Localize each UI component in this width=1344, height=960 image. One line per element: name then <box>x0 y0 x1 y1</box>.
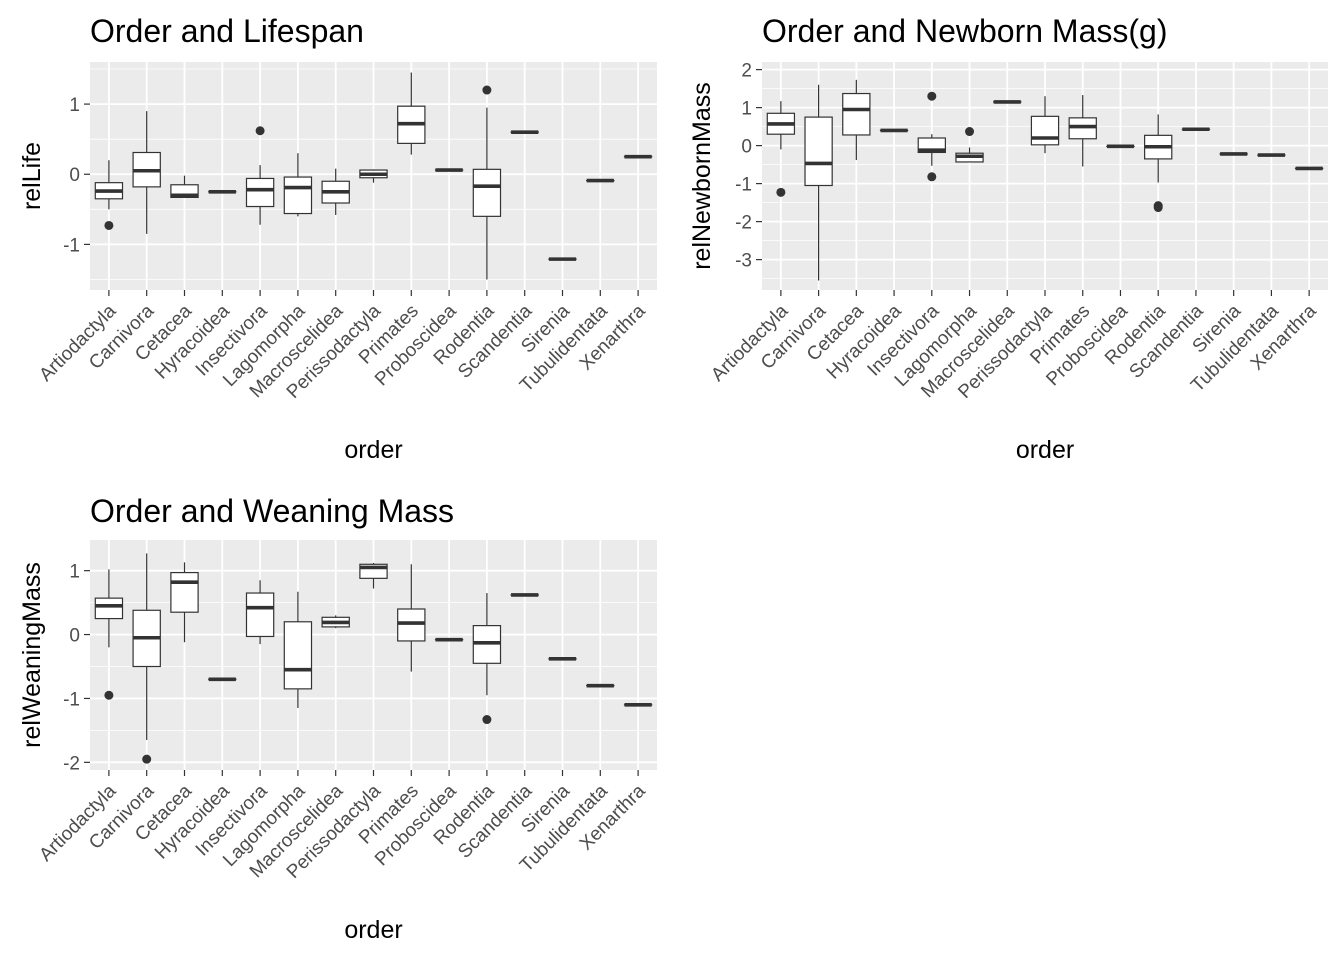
box-iqr <box>245 592 275 638</box>
lifespan-chart: -101ArtiodactylaCarnivoraCetaceaHyracoid… <box>18 13 657 464</box>
newborn-box-perissodactyla <box>1030 96 1060 154</box>
lifespan-box-primates <box>397 72 426 155</box>
outlier-point <box>927 172 937 182</box>
newborn-x-axis-title: order <box>1016 436 1074 464</box>
lifespan-box-carnivora <box>132 111 161 234</box>
weaning-box-artiodactyla <box>94 569 124 700</box>
newborn-chart-title: Order and Newborn Mass(g) <box>762 13 1167 49</box>
box-iqr <box>804 116 833 187</box>
box-iqr <box>842 92 871 136</box>
outlier-point <box>1153 203 1163 213</box>
newborn-box-rodentia <box>1144 114 1173 213</box>
newborn-y-tick-label: -2 <box>735 213 752 234</box>
lifespan-y-axis-title: relLife <box>18 142 46 210</box>
lifespan-box-rodentia <box>472 85 502 280</box>
outlier-point <box>142 754 152 764</box>
lifespan-x-axis-title: order <box>344 436 402 464</box>
weaning-box-lagomorpha <box>283 591 313 709</box>
lifespan-box-perissodactyla <box>359 169 388 183</box>
lifespan-box-insectivora <box>245 126 275 225</box>
weaning-box-carnivora <box>132 553 161 764</box>
weaning-chart: -2-101ArtiodactylaCarnivoraCetaceaHyraco… <box>18 493 657 944</box>
box-iqr <box>1030 115 1060 146</box>
box-iqr <box>94 597 124 620</box>
weaning-box-perissodactyla <box>359 563 388 589</box>
newborn-box-primates <box>1068 95 1097 167</box>
weaning-y-axis-title: relWeaningMass <box>18 562 46 748</box>
weaning-y-tick-label: -1 <box>63 689 80 710</box>
box-iqr <box>170 571 199 613</box>
outlier-point <box>482 715 492 725</box>
outlier-point <box>776 187 786 197</box>
box-iqr <box>283 176 313 215</box>
outlier-point <box>927 91 937 101</box>
weaning-box-primates <box>397 564 426 672</box>
weaning-y-tick-label: -2 <box>63 753 80 774</box>
weaning-box-cetacea <box>170 562 199 643</box>
newborn-y-tick-label: -1 <box>735 175 752 196</box>
outlier-point <box>104 690 114 700</box>
newborn-y-tick-label: 0 <box>741 137 752 158</box>
lifespan-box-lagomorpha <box>283 153 313 217</box>
newborn-y-tick-label: -3 <box>735 251 752 272</box>
newborn-box-insectivora <box>917 91 946 182</box>
newborn-box-artiodactyla <box>766 101 796 197</box>
weaning-box-insectivora <box>245 580 275 645</box>
lifespan-y-tick-label: -1 <box>63 235 80 256</box>
lifespan-box-cetacea <box>170 175 199 198</box>
box-iqr <box>245 177 275 208</box>
lifespan-box-artiodactyla <box>94 160 124 230</box>
weaning-x-axis-title: order <box>344 916 402 944</box>
newborn-y-tick-label: 2 <box>741 61 752 82</box>
newborn-box-lagomorpha <box>955 127 984 163</box>
lifespan-y-tick-label: 0 <box>69 165 80 186</box>
box-iqr <box>472 168 502 217</box>
newborn-y-axis-title: relNewbornMass <box>688 82 716 270</box>
box-iqr <box>397 608 426 642</box>
newborn-y-tick-label: 1 <box>741 99 752 120</box>
weaning-y-tick-label: 0 <box>69 626 80 647</box>
weaning-y-tick-label: 1 <box>69 562 80 583</box>
weaning-box-macroscelidea <box>321 615 350 629</box>
outlier-point <box>965 127 975 137</box>
newborn-box-cetacea <box>842 79 871 161</box>
lifespan-y-tick-label: 1 <box>69 95 80 116</box>
outlier-point <box>104 220 114 230</box>
newborn-chart: -3-2-1012ArtiodactylaCarnivoraCetaceaHyr… <box>688 13 1328 464</box>
weaning-box-rodentia <box>472 593 502 725</box>
outlier-point <box>255 126 265 136</box>
outlier-point <box>482 85 492 95</box>
newborn-box-carnivora <box>804 84 833 281</box>
box-iqr <box>283 621 313 690</box>
lifespan-chart-title: Order and Lifespan <box>90 13 364 49</box>
lifespan-box-macroscelidea <box>321 168 350 215</box>
weaning-chart-title: Order and Weaning Mass <box>90 493 454 529</box>
